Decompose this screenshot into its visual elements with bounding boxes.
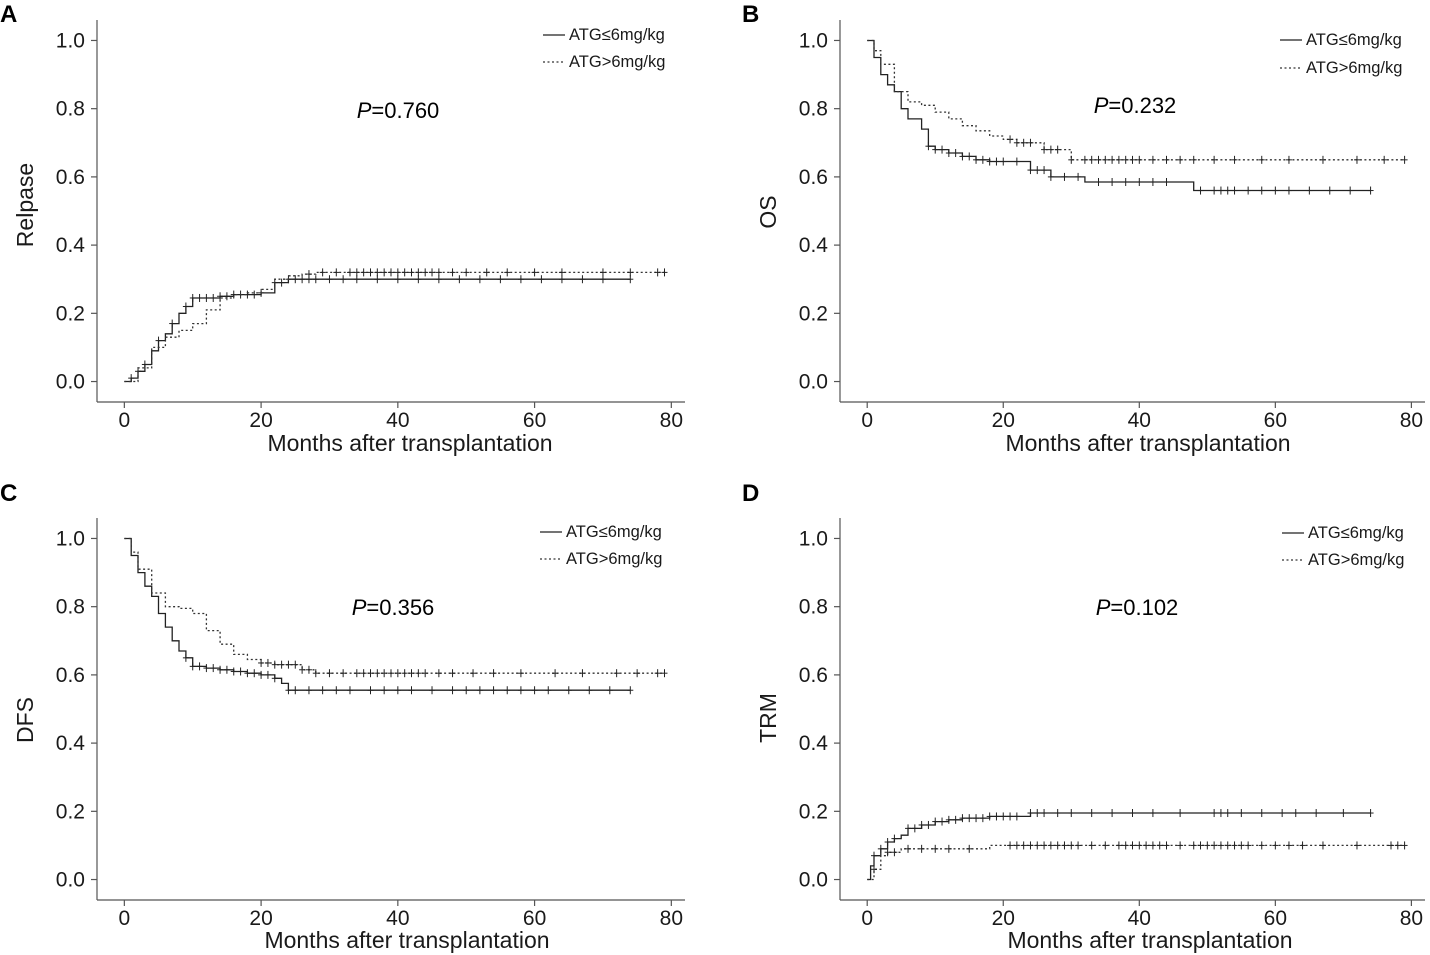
p-value: P=0.232 [1094, 93, 1177, 118]
y-axis-title: DFS [12, 697, 38, 743]
legend-label: ATG>6mg/kg [566, 550, 662, 568]
x-tick-label: 0 [119, 907, 131, 930]
series-line-atg-high [124, 271, 665, 383]
x-tick-label: 80 [660, 409, 683, 432]
x-tick-label: 20 [249, 907, 272, 930]
panel-letter: C [0, 480, 17, 507]
x-tick-label: 0 [119, 409, 131, 432]
y-tick-label: 0.4 [799, 234, 829, 257]
p-value-number: =0.102 [1110, 595, 1178, 620]
y-tick-label: 0.2 [56, 302, 85, 325]
y-tick-label: 1.0 [56, 527, 85, 550]
x-tick-label: 20 [992, 409, 1015, 432]
x-axis-title: Months after transplantation [267, 430, 552, 456]
panel-d: D 0.0 0.2 0.4 0.6 0.8 1.0 0 20 40 60 80 Months after… [742, 480, 1425, 953]
x-tick-label: 80 [1400, 907, 1423, 930]
p-value-symbol: P [352, 595, 367, 620]
x-axis-title: Months after transplantation [1007, 927, 1292, 953]
y-axis-title: Relpase [12, 163, 38, 247]
x-axis-title: Months after transplantation [1005, 430, 1290, 456]
panel-b: B 0.0 0.2 0.4 0.6 0.8 1.0 0 20 40 60 80 Months after… [742, 1, 1425, 456]
x-tick-label: 60 [1264, 907, 1287, 930]
y-tick-label: 0.8 [56, 596, 85, 619]
panel-c: C 0.0 0.2 0.4 0.6 0.8 1.0 0 20 40 60 80 Months after… [0, 480, 685, 953]
x-tick-label: 60 [523, 409, 546, 432]
x-tick-label: 60 [1264, 409, 1287, 432]
p-value-symbol: P [1096, 595, 1111, 620]
x-tick-label: 0 [861, 409, 873, 432]
y-tick-label: 0.6 [56, 664, 85, 687]
x-tick-label: 40 [386, 907, 409, 930]
x-tick-label: 80 [660, 907, 683, 930]
legend-label: ATG≤6mg/kg [569, 26, 665, 44]
y-tick-label: 0.6 [56, 166, 85, 189]
y-tick-label: 0.0 [56, 371, 85, 394]
x-tick-label: 40 [1128, 907, 1151, 930]
legend-label: ATG>6mg/kg [1306, 59, 1402, 77]
y-tick-label: 0.4 [56, 234, 86, 257]
p-value-number: =0.232 [1108, 93, 1176, 118]
y-tick-label: 0.8 [799, 98, 828, 121]
p-value: P=0.102 [1096, 595, 1179, 620]
y-tick-label: 0.4 [56, 732, 86, 755]
y-tick-label: 0.6 [799, 664, 828, 687]
p-value-number: =0.356 [366, 595, 434, 620]
x-tick-label: 40 [1128, 409, 1151, 432]
y-tick-label: 1.0 [799, 29, 828, 52]
y-axis-title: TRM [755, 693, 781, 743]
y-tick-label: 0.2 [56, 800, 85, 823]
panel-letter: B [742, 1, 759, 28]
p-value-number: =0.760 [371, 98, 439, 123]
x-tick-label: 20 [249, 409, 272, 432]
y-tick-label: 1.0 [799, 527, 828, 550]
x-tick-label: 80 [1400, 409, 1423, 432]
y-tick-label: 1.0 [56, 29, 85, 52]
panel-letter: D [742, 480, 759, 507]
x-tick-label: 20 [992, 907, 1015, 930]
y-tick-label: 0.2 [799, 800, 828, 823]
x-tick-label: 0 [861, 907, 873, 930]
legend-label: ATG≤6mg/kg [566, 523, 662, 541]
p-value: P=0.760 [357, 98, 440, 123]
y-tick-label: 0.6 [799, 166, 828, 189]
y-tick-label: 0.0 [799, 869, 828, 892]
x-tick-label: 60 [523, 907, 546, 930]
series-line-atg-low [124, 537, 631, 691]
p-value: P=0.356 [352, 595, 435, 620]
y-axis-title: OS [755, 195, 781, 228]
panel-a: A 0.0 0.2 0.4 0.6 0.8 1.0 0 20 40 60 80 Months after… [0, 1, 685, 456]
y-tick-label: 0.8 [56, 98, 85, 121]
legend-label: ATG>6mg/kg [1308, 551, 1404, 569]
series-line-atg-high [124, 537, 665, 674]
legend-label: ATG≤6mg/kg [1306, 31, 1402, 49]
series-line-atg-high [867, 844, 1405, 881]
x-tick-label: 40 [386, 409, 409, 432]
x-axis-title: Months after transplantation [264, 927, 549, 953]
y-tick-label: 0.0 [799, 371, 828, 394]
y-tick-label: 0.2 [799, 302, 828, 325]
y-tick-label: 0.8 [799, 596, 828, 619]
legend-label: ATG≤6mg/kg [1308, 524, 1404, 542]
p-value-symbol: P [1094, 93, 1109, 118]
p-value-symbol: P [357, 98, 372, 123]
y-tick-label: 0.0 [56, 869, 85, 892]
y-tick-label: 0.4 [799, 732, 829, 755]
series-line-atg-low [124, 278, 631, 383]
legend-label: ATG>6mg/kg [569, 53, 665, 71]
panel-letter: A [0, 1, 17, 28]
